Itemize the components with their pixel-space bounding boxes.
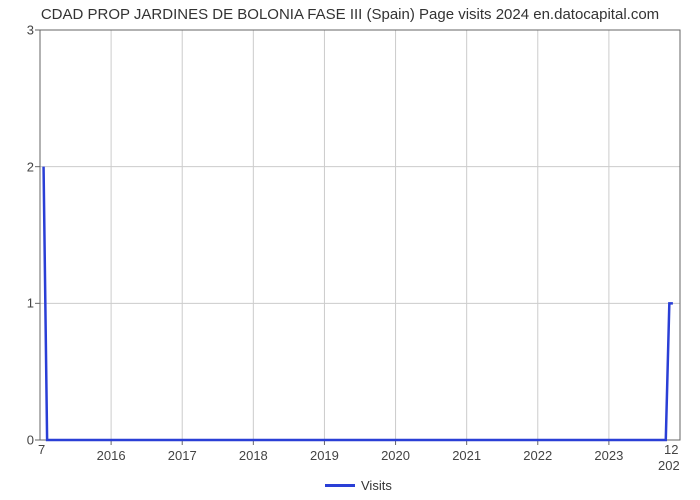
x-tick-label: 2017 [152,448,212,463]
y-tick-label: 1 [6,296,34,311]
x-tick-label: 2022 [508,448,568,463]
y-tick-label: 3 [6,23,34,38]
chart-container: CDAD PROP JARDINES DE BOLONIA FASE III (… [0,0,700,500]
x-axis-corner-right-prefix: 202 [658,458,680,473]
x-tick-label: 2019 [294,448,354,463]
legend-label: Visits [361,478,392,493]
x-tick-label: 2021 [437,448,497,463]
x-tick-label: 2023 [579,448,639,463]
x-tick-label: 2020 [366,448,426,463]
legend: Visits [325,478,392,493]
chart-plot-svg [0,0,700,500]
x-axis-corner-right-num: 12 [664,442,678,457]
y-tick-label: 2 [6,159,34,174]
x-axis-corner-left: 7 [38,442,45,457]
x-tick-label: 2018 [223,448,283,463]
legend-line-icon [325,484,355,487]
y-tick-label: 0 [6,433,34,448]
x-tick-label: 2016 [81,448,141,463]
